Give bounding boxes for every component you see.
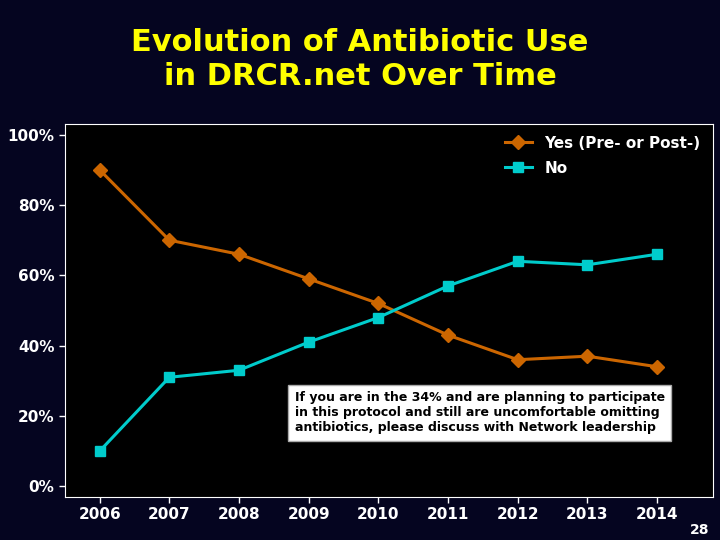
- Text: 28: 28: [690, 523, 709, 537]
- Legend: Yes (Pre- or Post-), No: Yes (Pre- or Post-), No: [500, 132, 705, 180]
- Text: If you are in the 34% and are planning to participate
in this protocol and still: If you are in the 34% and are planning t…: [294, 392, 665, 434]
- Text: Evolution of Antibiotic Use
in DRCR.net Over Time: Evolution of Antibiotic Use in DRCR.net …: [131, 28, 589, 91]
